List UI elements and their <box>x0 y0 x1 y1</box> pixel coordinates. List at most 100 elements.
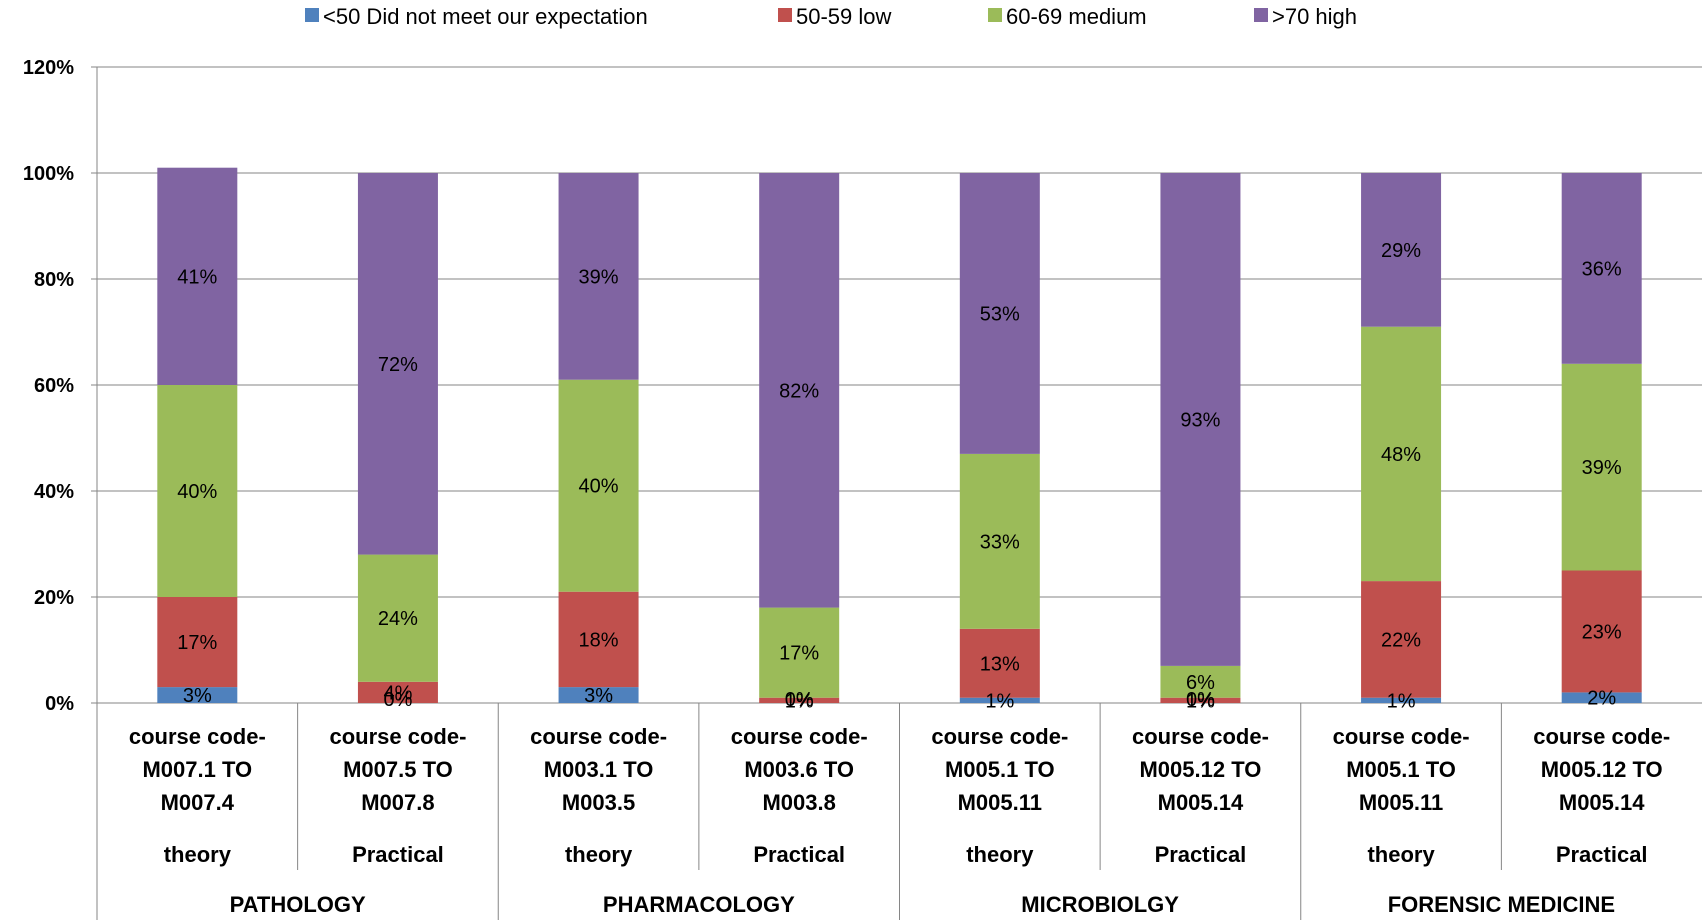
bar-segment-s1-c4 <box>959 628 1040 698</box>
x-category-code-3-line-2: M003.8 <box>762 790 835 815</box>
x-category-code-3-line-0: course code- <box>731 724 868 749</box>
legend: <50 Did not meet our expectation 50-59 lo… <box>305 4 1357 29</box>
data-label-s2-c3: 17% <box>779 643 819 665</box>
data-label-s1-c7: 23% <box>1582 621 1622 643</box>
x-category-code-2-line-0: course code- <box>530 724 667 749</box>
x-category-type-1: Practical <box>352 842 444 867</box>
bar-segment-s2-c2 <box>558 379 639 592</box>
bar-segment-s3-c7 <box>1561 173 1642 364</box>
bar-segment-s0-c7 <box>1561 692 1642 703</box>
bar-segment-s3-c6 <box>1361 173 1442 327</box>
x-category-code-6-line-2: M005.11 <box>1359 790 1443 815</box>
data-label-s2-c7: 39% <box>1582 457 1622 479</box>
data-label-s0-c0: 3% <box>183 685 212 707</box>
data-label-s1-c4: 13% <box>980 653 1020 675</box>
y-tick-label-2: 40% <box>34 481 74 503</box>
x-category-code-7-line-0: course code- <box>1533 724 1670 749</box>
x-group-label-1: PHARMACOLOGY <box>603 892 795 917</box>
data-label-s2-c6: 48% <box>1381 444 1421 466</box>
x-category-code-4-line-0: course code- <box>931 724 1068 749</box>
x-axis: course code- M007.1 TO M007.4 theory course … <box>129 703 1670 920</box>
data-label-s0-c5: 0% <box>1186 689 1215 711</box>
x-category-code-1-line-0: course code- <box>329 724 466 749</box>
x-category-code-4-line-1: M005.1 TO <box>945 757 1055 782</box>
x-category-code-6-line-1: M005.1 TO <box>1346 757 1456 782</box>
data-label-s1-c3: 1% <box>785 690 814 712</box>
x-group-label-2: MICROBIOLGY <box>1021 892 1179 917</box>
bar-segment-s3-c4 <box>959 173 1040 454</box>
x-category-code-3-line-1: M003.6 TO <box>744 757 854 782</box>
data-label-s1-c0: 17% <box>177 632 217 654</box>
data-label-s1-c5: 1% <box>1186 690 1215 712</box>
x-category-type-0: theory <box>164 842 232 867</box>
x-category-type-7: Practical <box>1556 842 1648 867</box>
bar-segment-s1-c2 <box>558 591 639 688</box>
x-category-code-1-line-1: M007.5 TO <box>343 757 453 782</box>
bar-segment-s1-c1 <box>357 681 438 703</box>
x-category-code-0-line-1: M007.1 TO <box>142 757 252 782</box>
legend-swatch-1 <box>778 8 792 22</box>
bar-segment-s1-c0 <box>157 597 238 688</box>
bar-segment-s1-c3 <box>759 697 840 703</box>
data-label-s0-c3: 0% <box>785 689 814 711</box>
bar-segment-s1-c7 <box>1561 570 1642 693</box>
x-category-type-2: theory <box>565 842 633 867</box>
data-label-s2-c5: 6% <box>1186 672 1215 694</box>
x-category-code-5-line-1: M005.12 TO <box>1139 757 1261 782</box>
bar-segment-s2-c0 <box>157 385 238 597</box>
x-category-type-4: theory <box>966 842 1034 867</box>
data-label-s0-c2: 3% <box>584 685 613 707</box>
data-label-s0-c1: 0% <box>383 689 412 711</box>
bar-segment-s2-c3 <box>759 607 840 698</box>
x-group-label-0: PATHOLOGY <box>230 892 366 917</box>
legend-swatch-0 <box>305 8 319 22</box>
y-axis: 0% 20% 40% 60% 80% 100% 120% <box>23 57 98 920</box>
data-label-s1-c2: 18% <box>579 629 619 651</box>
x-category-code-5-line-2: M005.14 <box>1158 790 1244 815</box>
data-label-s3-c7: 36% <box>1582 258 1622 280</box>
bar-segment-s2-c5 <box>1160 665 1241 698</box>
bar-segment-s3-c5 <box>1160 173 1241 666</box>
legend-swatch-2 <box>988 8 1002 22</box>
data-label-s3-c0: 41% <box>177 266 217 288</box>
data-label-s3-c6: 29% <box>1381 240 1421 262</box>
x-category-code-7-line-1: M005.12 TO <box>1541 757 1663 782</box>
bar-segment-s3-c0 <box>157 167 238 385</box>
data-label-s3-c2: 39% <box>579 266 619 288</box>
legend-label-3: >70 high <box>1272 4 1357 29</box>
data-label-s1-c1: 4% <box>383 682 412 704</box>
data-label-s0-c6: 1% <box>1387 690 1416 712</box>
data-label-s0-c7: 2% <box>1587 688 1616 710</box>
legend-label-1: 50-59 low <box>796 4 892 29</box>
bar-segment-s0-c6 <box>1361 697 1442 703</box>
y-tick-label-4: 80% <box>34 269 74 291</box>
y-tick-label-5: 100% <box>23 163 74 185</box>
bar-segment-s2-c7 <box>1561 363 1642 571</box>
x-group-label-3: FORENSIC MEDICINE <box>1388 892 1615 917</box>
bar-segment-s3-c2 <box>558 173 639 380</box>
gridlines <box>91 66 1702 704</box>
x-category-type-3: Practical <box>753 842 845 867</box>
bar-segment-s0-c2 <box>558 687 639 703</box>
y-tick-label-1: 20% <box>34 587 74 609</box>
x-category-code-2-line-2: M003.5 <box>562 790 635 815</box>
data-label-s0-c4: 1% <box>985 690 1014 712</box>
bar-segment-s2-c6 <box>1361 326 1442 582</box>
data-label-s2-c2: 40% <box>579 476 619 498</box>
x-category-code-0-line-2: M007.4 <box>161 790 235 815</box>
x-category-code-5-line-0: course code- <box>1132 724 1269 749</box>
bar-segment-s3-c3 <box>759 173 840 608</box>
data-labels: 3%17%40%41%0%4%24%72%3%18%40%39%0%1%17%8… <box>177 240 1622 712</box>
data-label-s2-c1: 24% <box>378 608 418 630</box>
legend-swatch-3 <box>1254 8 1268 22</box>
bar-segment-s3-c1 <box>357 173 438 555</box>
data-label-s3-c1: 72% <box>378 354 418 376</box>
bar-segment-s0-c0 <box>157 687 238 703</box>
bar-segment-s1-c6 <box>1361 581 1442 698</box>
data-label-s3-c5: 93% <box>1180 409 1220 431</box>
bar-segment-s2-c4 <box>959 453 1040 629</box>
x-category-code-2-line-1: M003.1 TO <box>544 757 654 782</box>
legend-label-2: 60-69 medium <box>1006 4 1147 29</box>
legend-label-0: <50 Did not meet our expectation <box>323 4 648 29</box>
x-category-type-5: Practical <box>1155 842 1247 867</box>
